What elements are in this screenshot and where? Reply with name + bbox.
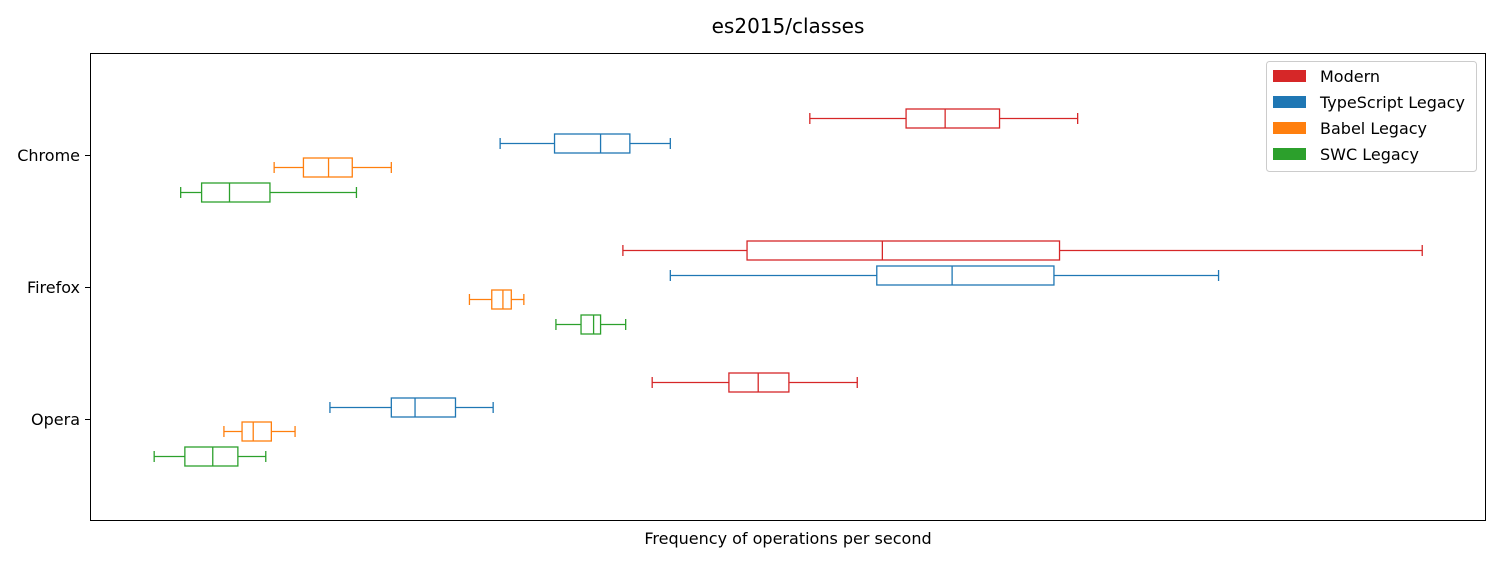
iqr-box [390, 397, 457, 418]
iqr-box [200, 182, 271, 203]
iqr-box [746, 240, 1061, 261]
box-plot [273, 157, 392, 178]
iqr-box [728, 372, 790, 393]
iqr-box [580, 314, 602, 335]
legend-label: Babel Legacy [1320, 119, 1427, 138]
legend-swatch [1273, 70, 1306, 82]
plot-area [90, 53, 1486, 521]
box-plot [555, 314, 627, 335]
legend-label: SWC Legacy [1320, 145, 1419, 164]
box-plot [809, 108, 1079, 129]
legend: Modern TypeScript Legacy Babel Legacy SWC L… [1266, 61, 1477, 172]
iqr-box [553, 133, 631, 154]
iqr-box [905, 108, 1001, 129]
box-plot [468, 289, 525, 310]
y-axis: Chrome Firefox Opera [17, 146, 90, 429]
box-plot [329, 397, 494, 418]
y-tick-label: Firefox [27, 278, 80, 297]
box-plot [622, 240, 1423, 261]
x-axis-label: Frequency of operations per second [644, 529, 931, 548]
y-tick-label: Chrome [17, 146, 80, 165]
box-plot [499, 133, 671, 154]
box-series [153, 108, 1423, 467]
box-plot [153, 446, 267, 467]
chart-title: es2015/classes [712, 14, 865, 38]
iqr-box [241, 421, 272, 442]
legend-swatch [1273, 122, 1306, 134]
legend-frame [1266, 61, 1477, 172]
legend-label: TypeScript Legacy [1319, 93, 1465, 112]
legend-swatch [1273, 96, 1306, 108]
y-tick-label: Opera [31, 410, 80, 429]
box-plot [223, 421, 296, 442]
legend-swatch [1273, 148, 1306, 160]
iqr-box [302, 157, 353, 178]
legend-label: Modern [1320, 67, 1380, 86]
iqr-box [184, 446, 239, 467]
box-plot [180, 182, 358, 203]
box-plot [651, 372, 858, 393]
iqr-box [876, 265, 1055, 286]
box-plot [669, 265, 1220, 286]
iqr-box [491, 289, 512, 310]
